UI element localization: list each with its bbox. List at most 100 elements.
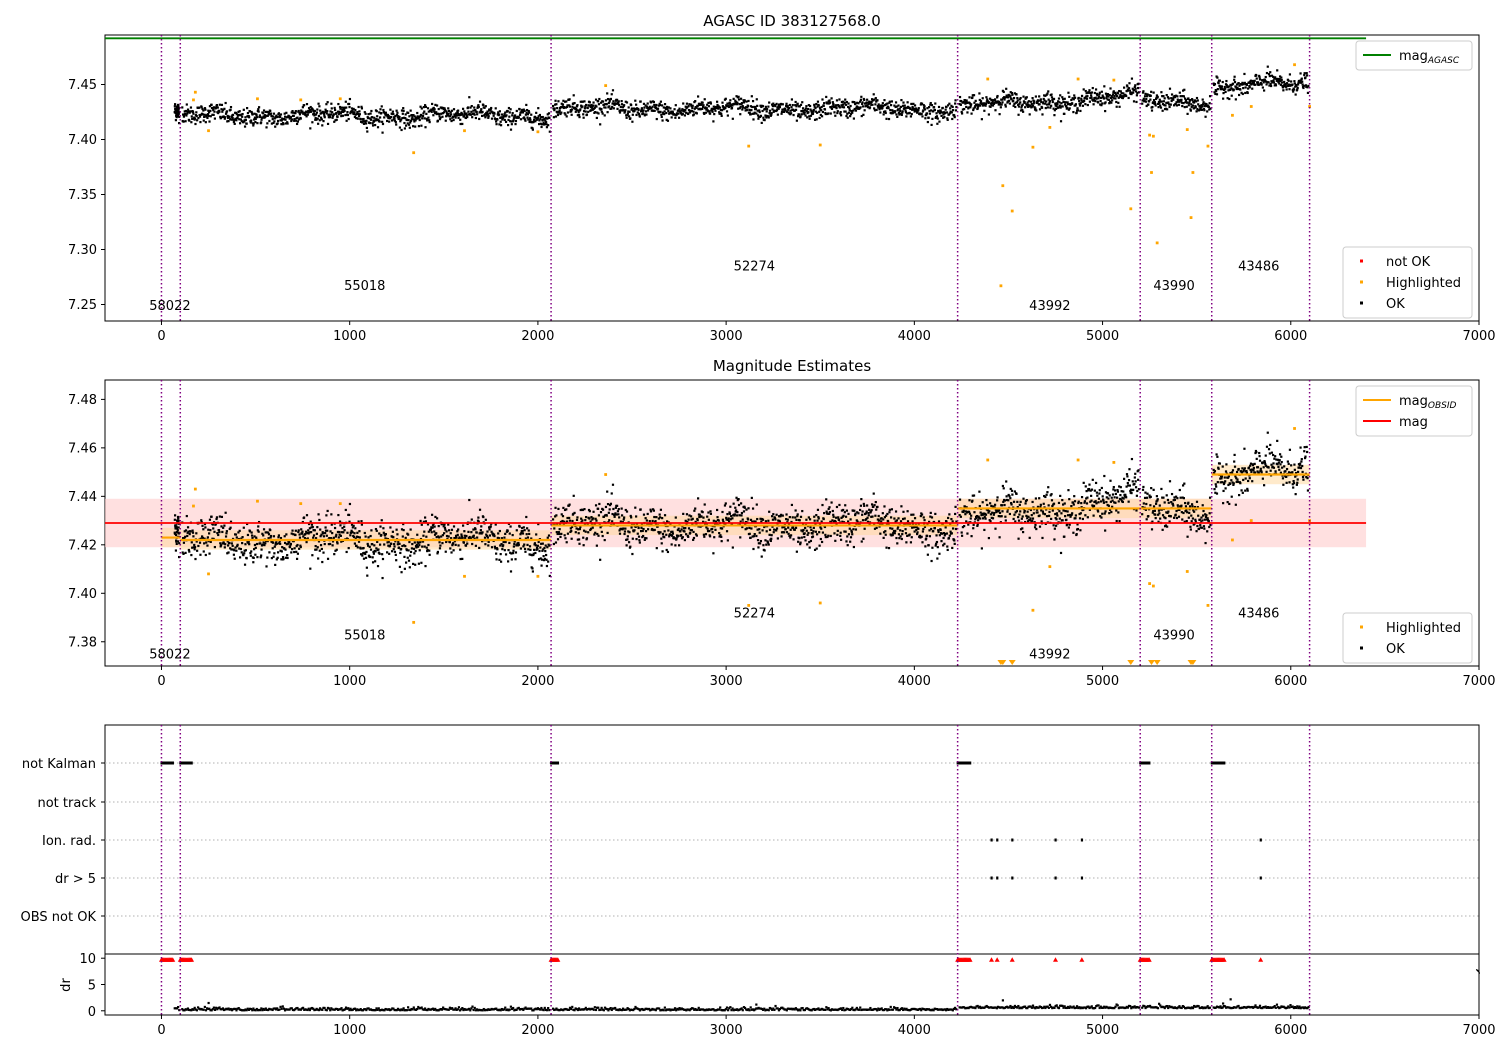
ok-point: [995, 101, 998, 104]
ok-point: [539, 557, 542, 560]
ok-point: [816, 111, 819, 114]
ok-point: [930, 109, 933, 112]
ok-point: [895, 105, 898, 108]
ok-point: [1173, 96, 1177, 99]
ok-point: [964, 513, 967, 516]
ok-point: [1222, 92, 1225, 95]
ok-point: [357, 105, 360, 109]
ok-point: [577, 538, 581, 541]
ok-point: [673, 108, 676, 111]
ok-point: [634, 506, 637, 509]
ok-point: [951, 520, 954, 523]
ok-point: [759, 539, 763, 543]
ok-point: [755, 534, 758, 538]
ok-point: [1088, 89, 1091, 92]
ok-point: [856, 520, 859, 523]
ok-point: [1250, 82, 1253, 85]
ok-point: [558, 109, 561, 112]
ok-point: [711, 527, 714, 531]
ok-point: [929, 515, 932, 518]
ok-point: [330, 513, 333, 516]
ok-point: [948, 513, 951, 516]
ok-point: [1096, 94, 1099, 97]
legend-marker: [1360, 259, 1363, 263]
ok-point: [847, 512, 850, 516]
ok-point: [270, 557, 273, 560]
ok-point: [1012, 96, 1016, 100]
ok-point: [759, 104, 762, 107]
ok-point: [431, 102, 434, 106]
ok-point: [526, 527, 529, 530]
ok-point: [414, 119, 417, 122]
ok-point: [737, 98, 741, 101]
ok-point: [875, 526, 878, 530]
ok-point: [850, 529, 853, 532]
ok-point: [1104, 101, 1107, 104]
ok-point: [461, 524, 465, 527]
ok-point: [887, 523, 890, 526]
ok-point: [948, 112, 951, 115]
ok-point: [971, 94, 974, 97]
ok-point: [458, 113, 461, 117]
ok-point: [518, 537, 522, 540]
ok-point: [1287, 84, 1290, 88]
ok-point: [713, 522, 717, 526]
ok-point: [459, 548, 462, 551]
ok-point: [386, 119, 389, 123]
ok-point: [285, 116, 288, 119]
ok-point: [713, 107, 717, 110]
ok-point: [968, 512, 972, 515]
ok-point: [694, 520, 697, 523]
ok-point: [855, 523, 858, 526]
ok-point: [580, 104, 583, 107]
ok-point: [868, 508, 871, 511]
ok-point: [666, 105, 669, 109]
ok-point: [291, 529, 294, 532]
ok-point: [785, 102, 788, 105]
ok-point: [1151, 105, 1154, 109]
ok-point: [1082, 88, 1085, 91]
ok-point: [249, 121, 252, 124]
ok-point: [655, 516, 658, 519]
ok-point: [1083, 96, 1087, 99]
ok-point: [1078, 104, 1082, 107]
ok-point: [520, 531, 523, 535]
ok-point: [175, 116, 178, 119]
ok-point: [881, 106, 884, 110]
ok-point: [1097, 97, 1100, 100]
ok-point: [742, 510, 746, 513]
ok-point: [275, 114, 278, 117]
ok-point: [708, 112, 712, 115]
ok-point: [1133, 88, 1136, 92]
ok-point: [311, 108, 314, 111]
ok-point: [588, 104, 591, 107]
ok-point: [958, 102, 961, 106]
ok-point: [599, 101, 603, 104]
ok-point: [977, 104, 981, 107]
ok-point: [623, 530, 627, 533]
ok-point: [435, 536, 438, 539]
ok-point: [714, 109, 717, 112]
ok-point: [621, 106, 624, 109]
ok-point: [1029, 104, 1032, 107]
ok-point: [828, 511, 832, 514]
ok-point: [803, 532, 806, 535]
ok-point: [761, 518, 765, 521]
highlighted-point: [1231, 113, 1234, 117]
ok-point: [687, 527, 691, 530]
ok-point: [526, 536, 530, 539]
ok-point: [656, 107, 660, 110]
highlighted-point: [1249, 105, 1253, 108]
ok-point: [705, 523, 708, 526]
ok-point: [1037, 99, 1040, 103]
ok-point: [1026, 105, 1030, 108]
ok-point: [953, 116, 956, 119]
ok-point: [990, 104, 993, 107]
ok-point: [232, 120, 235, 124]
ok-point: [985, 498, 988, 502]
ok-point: [707, 518, 710, 521]
ok-point: [625, 114, 628, 117]
ok-point: [1019, 101, 1022, 104]
ok-point: [298, 536, 302, 539]
ok-point: [323, 542, 326, 546]
